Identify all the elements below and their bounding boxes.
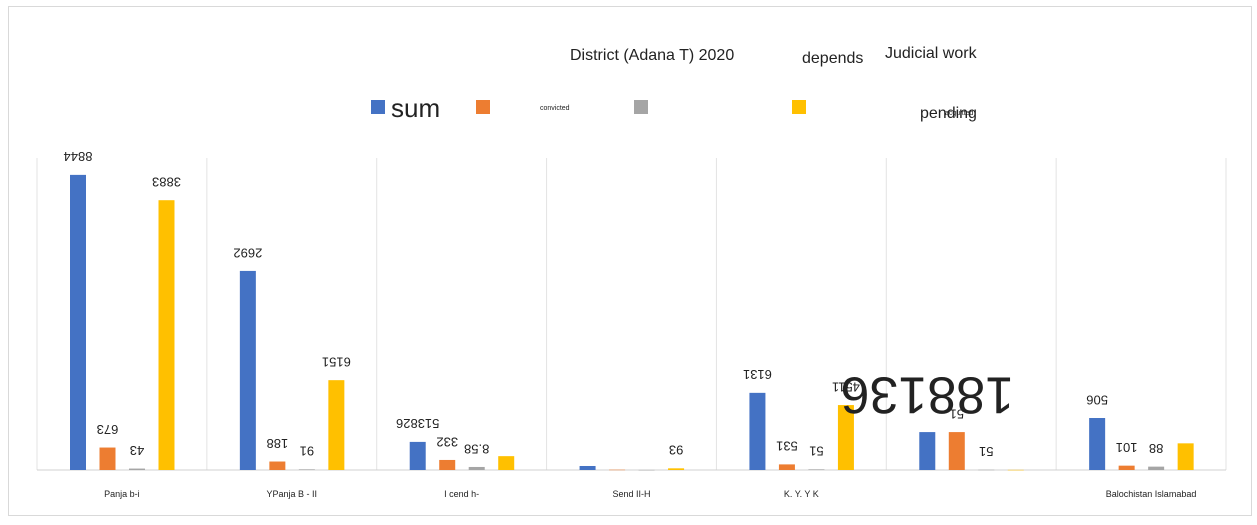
category-dividers (36, 158, 1227, 471)
x-tick-label: Send II-H (612, 489, 650, 499)
legend-label-1: convicted (540, 105, 570, 112)
data-label: 6131 (743, 367, 772, 382)
data-labels: 8844 673 43 3883 2692 188 91 6151 513826 332 8.58 9… (64, 149, 1164, 459)
chart-title-right: Judicial work (885, 45, 978, 62)
bar (638, 469, 655, 471)
bar (99, 447, 116, 470)
bar (269, 461, 286, 470)
bar (498, 456, 515, 470)
x-tick-label: Balochistan Islamabad (1106, 489, 1197, 499)
bar (609, 469, 626, 471)
bar (158, 200, 175, 470)
data-label: 673 (97, 422, 119, 437)
data-label: 3883 (152, 175, 181, 190)
bar (978, 469, 995, 471)
data-label: 43 (130, 443, 144, 458)
x-tick-labels: Panja b-i YPanja B - II I cend h- Send II-H… (104, 489, 1196, 499)
chart-title-mid: depends (802, 50, 863, 67)
data-label: 2692 (233, 245, 262, 260)
data-label: 506 (1086, 392, 1108, 407)
data-label: 101 (1116, 440, 1138, 455)
bar (328, 380, 345, 470)
data-label: 531 (776, 439, 798, 454)
bar (439, 459, 456, 470)
bar (837, 405, 854, 470)
bars (70, 174, 1194, 471)
legend-swatch-2 (634, 100, 648, 114)
legend-swatch-0 (371, 100, 385, 114)
data-label: 8844 (64, 149, 93, 164)
bar (749, 392, 766, 470)
bar (1089, 418, 1106, 470)
bar (1007, 469, 1024, 471)
bar (1118, 465, 1135, 470)
data-label: 51 (979, 444, 993, 459)
bar (579, 465, 596, 470)
bar (1148, 466, 1165, 470)
data-label: 8.58 (464, 441, 489, 456)
bar (778, 464, 795, 470)
bar (948, 432, 965, 470)
bar (70, 174, 86, 470)
bar (409, 441, 426, 470)
chart-frame (8, 6, 1252, 516)
legend-overlap-text: acquitted (945, 110, 974, 117)
x-tick-label: YPanja B - II (267, 489, 318, 499)
bar (129, 468, 145, 470)
bar (668, 468, 685, 470)
legend-swatch-3 (792, 100, 806, 114)
bar (468, 466, 485, 470)
data-label: 88 (1149, 441, 1163, 456)
data-label: 93 (669, 443, 683, 458)
legend-label-3: pending (920, 105, 977, 122)
x-tick-label: I cend h- (444, 489, 479, 499)
data-label: 4511 (832, 379, 860, 394)
data-label: 332 (436, 434, 458, 449)
data-label: 188136 (841, 365, 1015, 423)
data-label: 51 (809, 444, 823, 459)
data-label: 513826 (396, 416, 439, 431)
bar (239, 270, 256, 470)
bar (298, 469, 315, 470)
x-tick-label: K. Y. Y K (784, 489, 819, 499)
bar (808, 469, 825, 470)
x-tick-label: Panja b-i (104, 489, 140, 499)
data-label: 91 (300, 444, 314, 459)
legend-swatch-1 (476, 100, 490, 114)
legend-label-0: sum (391, 93, 440, 123)
data-label: 51 (950, 406, 964, 421)
data-label: 6151 (322, 355, 351, 370)
bar (1177, 443, 1194, 470)
bar (919, 432, 936, 470)
chart-title-left: District (Adana T) 2020 (570, 47, 734, 64)
data-label: 188 (267, 436, 289, 451)
